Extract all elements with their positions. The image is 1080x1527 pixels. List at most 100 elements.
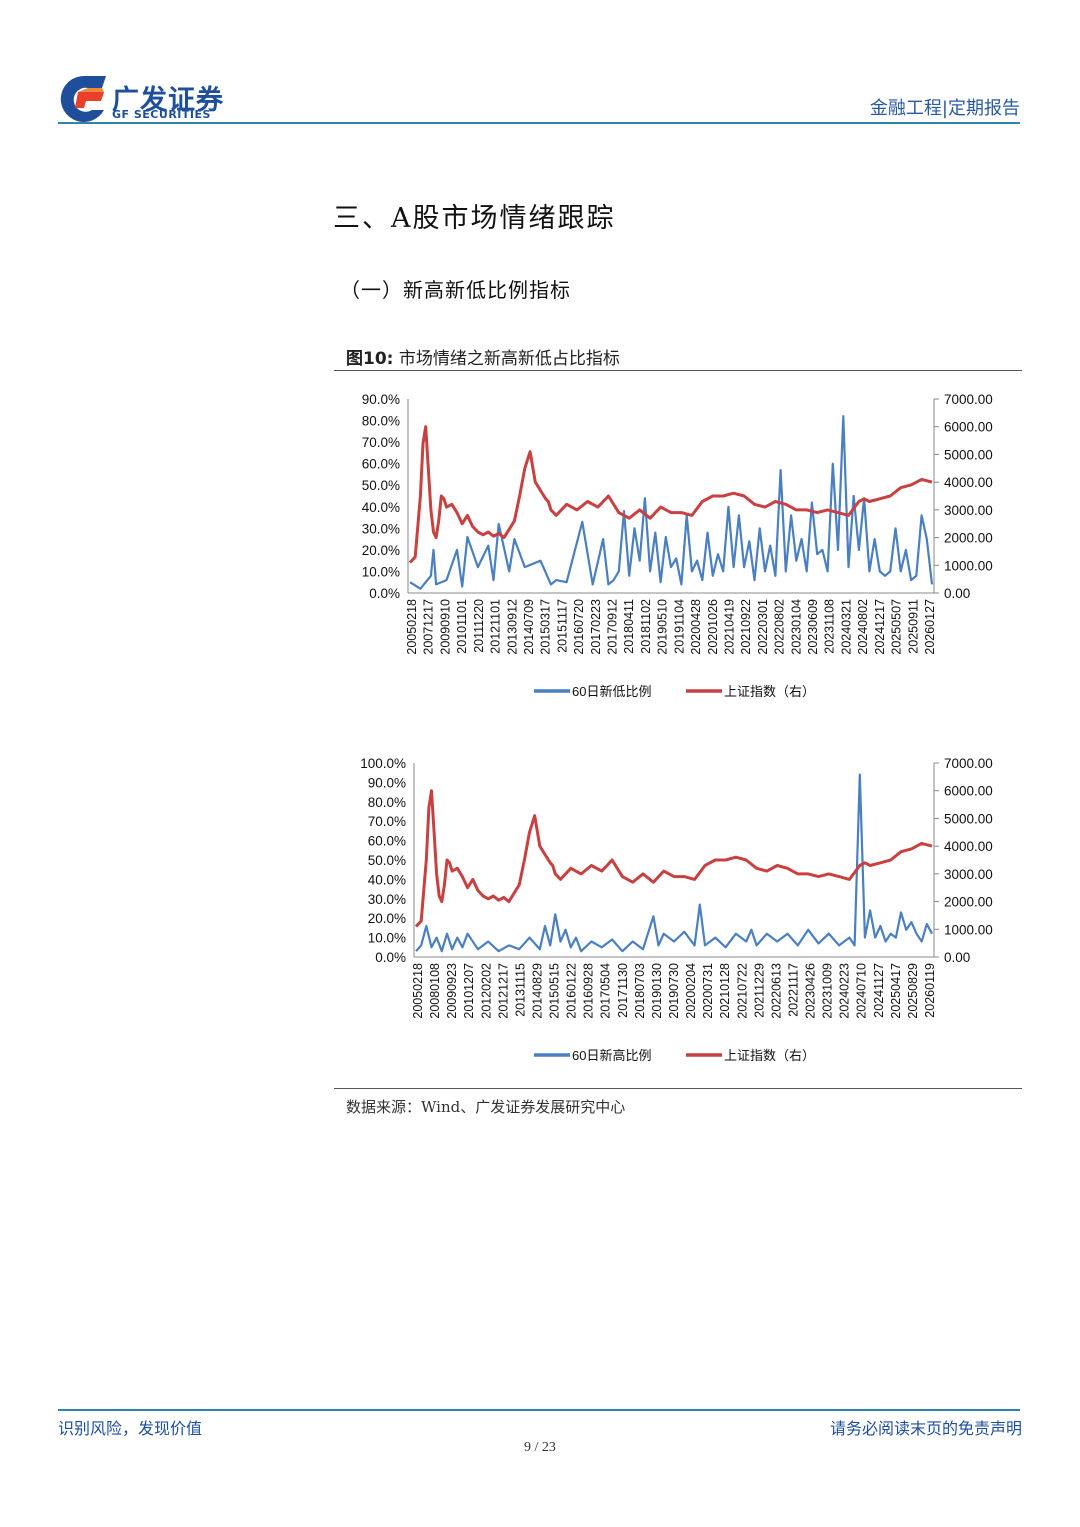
y-left-tick-label: 70.0% [362,435,400,450]
x-tick-label: 20190130 [650,963,664,1019]
y-left-tick-label: 70.0% [368,814,406,829]
x-tick-label: 20201026 [706,599,720,655]
x-tick-label: 20160720 [572,599,586,655]
x-tick-label: 20170223 [589,599,603,655]
section-title: 三、A股市场情绪跟踪 [333,203,616,234]
x-tick-label: 20211229 [752,963,766,1018]
y-left-tick-label: 0.0% [369,586,400,601]
y-right-tick-label: 4000.00 [944,475,993,490]
y-left-tick-label: 20.0% [368,911,406,926]
y-right-tick-label: 6000.00 [944,420,993,435]
page-header: 广发证券 GF SECURITIES 金融工程|定期报告 [0,0,1080,130]
y-right-tick-label: 2000.00 [944,895,993,910]
y-right-tick-label: 0.00 [944,586,970,601]
x-tick-label: 20221117 [786,963,800,1017]
x-tick-label: 20101207 [462,963,476,1019]
legend-label: 上证指数（右） [724,684,815,699]
x-tick-label: 20230104 [789,599,803,655]
figure-bottom-rule [334,1088,1022,1089]
y-left-tick-label: 90.0% [368,775,406,790]
figure-caption: 图10: 市场情绪之新高新低占比指标 [346,344,620,369]
x-tick-label: 20240321 [839,599,853,655]
x-tick-label: 20231009 [821,963,835,1019]
x-tick-label: 20260119 [923,963,937,1018]
y-right-tick-label: 1000.00 [944,558,993,573]
y-left-tick-label: 20.0% [362,543,400,558]
x-tick-label: 20250911 [906,599,920,654]
x-tick-label: 20200428 [689,599,703,655]
y-left-tick-label: 10.0% [368,931,406,946]
x-tick-label: 20230426 [804,963,818,1019]
x-tick-label: 20121101 [489,599,503,654]
x-tick-label: 20260127 [923,599,937,655]
x-tick-label: 20101101 [455,599,469,654]
x-tick-label: 20220613 [769,963,783,1019]
y-right-tick-label: 7000.00 [944,756,993,771]
x-tick-label: 20231108 [823,599,837,654]
x-tick-label: 20121217 [496,963,510,1019]
y-left-tick-label: 100.0% [360,756,406,771]
x-tick-label: 20250829 [906,963,920,1019]
x-tick-label: 20220301 [756,599,770,655]
y-right-tick-label: 4000.00 [944,839,993,854]
x-tick-label: 20210722 [735,963,749,1019]
figure-top-rule [334,370,1022,371]
y-left-tick-label: 60.0% [368,834,406,849]
footer-divider [58,1409,1020,1411]
y-right-tick-label: 3000.00 [944,503,993,518]
company-logo: 广发证券 GF SECURITIES [58,74,258,124]
y-left-tick-label: 80.0% [368,795,406,810]
x-tick-label: 20090923 [445,963,459,1019]
x-tick-label: 20050218 [405,599,419,655]
y-left-tick-label: 0.0% [375,950,406,965]
x-tick-label: 20250507 [890,599,904,655]
x-tick-label: 20071217 [422,599,436,655]
logo-chinese-text: 广发证券 [112,85,224,116]
figure-title: 市场情绪之新高新低占比指标 [398,349,620,369]
x-tick-label: 20140709 [522,599,536,655]
header-divider [58,122,1020,124]
x-tick-label: 20200204 [684,963,698,1019]
y-right-tick-label: 7000.00 [944,392,993,407]
x-tick-label: 20050218 [411,963,425,1019]
x-tick-label: 20200731 [701,963,715,1019]
logo-english-text: GF SECURITIES [112,108,211,121]
y-left-tick-label: 40.0% [362,500,400,515]
page-number: 9 / 23 [524,1440,556,1455]
legend-label: 60日新低比例 [572,684,651,699]
figure-label: 图10: [346,349,394,369]
x-tick-label: 20241217 [873,599,887,655]
x-tick-label: 20250417 [889,963,903,1019]
new-low-ratio-chart: 90.0% 80.0% 70.0% 60.0% 50.0% 40.0% 30.0% 20.0%… [362,392,993,699]
y-right-tick-label: 2000.00 [944,531,993,546]
gf-logo-icon [60,75,106,122]
x-tick-label: 20131115 [513,963,527,1017]
x-tick-label: 20180411 [622,599,636,654]
y-right-tick-label: 5000.00 [944,447,993,462]
x-tick-label: 20150317 [539,599,553,655]
x-tick-label: 20120202 [479,963,493,1019]
y-right-tick-label: 1000.00 [944,922,993,937]
data-source: 数据来源：Wind、广发证券发展研究中心 [346,1098,626,1116]
y-right-tick-label: 6000.00 [944,784,993,799]
y-left-tick-label: 40.0% [368,872,406,887]
x-tick-label: 20160122 [565,963,579,1019]
x-tick-label: 20170912 [606,599,620,655]
sub-section-title: （一）新高新低比例指标 [340,278,571,302]
x-tick-label: 20220802 [773,599,787,655]
report-type: 金融工程|定期报告 [869,98,1020,119]
new-high-ratio-chart: 100.0% 90.0% 80.0% 70.0% 60.0% 50.0% 40.0% 30.0… [360,756,993,1063]
x-tick-label: 20191104 [672,599,686,654]
x-tick-label: 20090910 [438,599,452,655]
x-tick-label: 20140829 [530,963,544,1019]
x-tick-label: 20130912 [505,599,519,655]
y-left-tick-label: 60.0% [362,457,400,472]
y-right-tick-label: 3000.00 [944,867,993,882]
y-left-tick-label: 30.0% [368,892,406,907]
series-line [409,415,934,590]
y-right-tick-label: 0.00 [944,950,970,965]
x-tick-label: 20190510 [656,599,670,655]
x-tick-label: 20160928 [582,963,596,1019]
x-tick-label: 20151117 [555,599,569,653]
x-tick-label: 20230609 [806,599,820,655]
